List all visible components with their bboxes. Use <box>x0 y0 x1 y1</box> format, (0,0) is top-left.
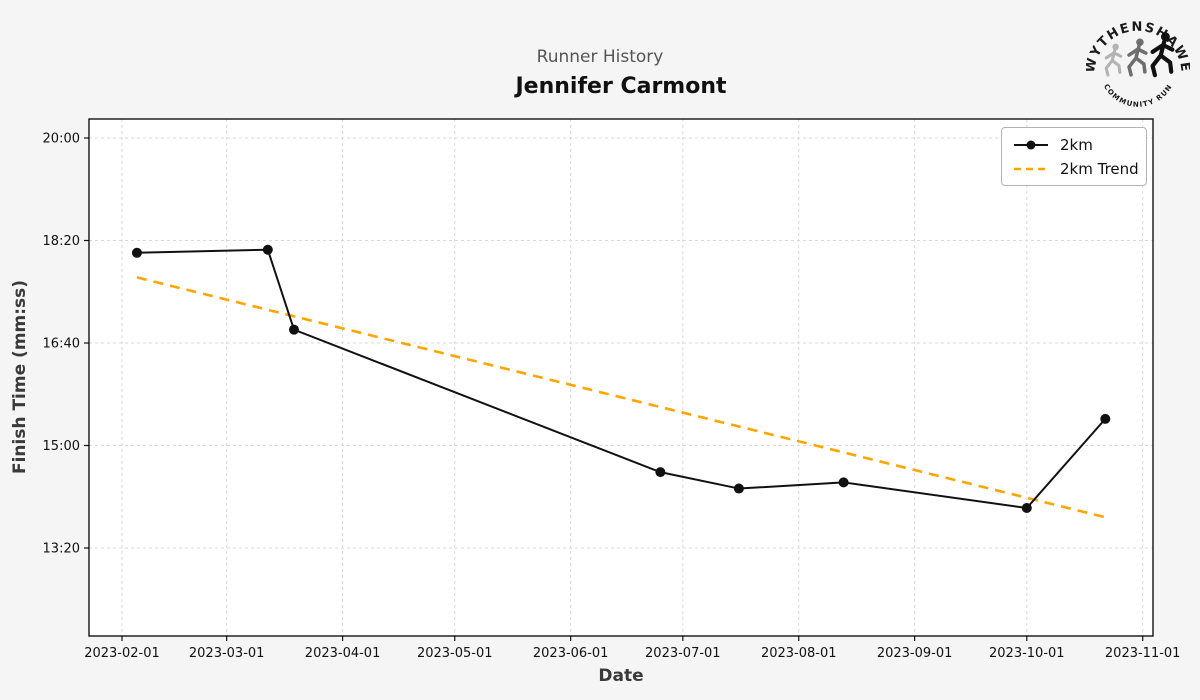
trend-line <box>136 276 1106 519</box>
data-point <box>262 244 273 255</box>
x-tick-label: 2023-04-01 <box>305 646 381 661</box>
legend-label-2km-trend: 2km Trend <box>1060 159 1139 178</box>
legend-trend-line-sample <box>1014 167 1048 170</box>
y-tick-label: 16:40 <box>43 337 80 352</box>
x-axis-label: Date <box>598 666 643 686</box>
chart-legend: 2km 2km Trend <box>1001 127 1147 186</box>
legend-2km-line-sample <box>1014 140 1048 149</box>
x-tick-label: 2023-09-01 <box>877 646 953 661</box>
legend-label-2km: 2km <box>1060 135 1093 154</box>
svg-text:COMMUNITY RUN: COMMUNITY RUN <box>1102 82 1174 109</box>
x-tick-label: 2023-08-01 <box>761 646 837 661</box>
runner-silhouette-mid <box>1127 38 1148 77</box>
data-point <box>838 477 849 488</box>
x-tick-label: 2023-11-01 <box>1105 646 1181 661</box>
data-point <box>131 247 142 258</box>
data-point <box>1021 503 1032 514</box>
x-tick-label: 2023-03-01 <box>189 646 265 661</box>
data-point <box>733 483 744 494</box>
runner-silhouette-light <box>1104 43 1123 77</box>
y-tick-label: 18:20 <box>43 234 80 249</box>
data-point <box>1100 413 1111 424</box>
data-point <box>655 467 666 478</box>
x-tick-label: 2023-07-01 <box>645 646 721 661</box>
y-axis-label: Finish Time (mm:ss) <box>10 280 30 474</box>
legend-item-2km-trend: 2km Trend <box>1012 160 1146 178</box>
chart-title: Jennifer Carmont <box>513 74 727 99</box>
data-point <box>288 324 299 335</box>
x-tick-label: 2023-05-01 <box>417 646 493 661</box>
legend-item-2km: 2km <box>1012 136 1146 154</box>
x-tick-label: 2023-02-01 <box>84 646 160 661</box>
y-tick-label: 20:00 <box>43 132 80 147</box>
plot-area: 2023-02-01 2023-03-01 2023-04-01 2023-05-01… <box>43 118 1181 661</box>
wythenshawe-community-run-logo: WYTHENSHAWE COMMUNITY RUN <box>1086 20 1190 109</box>
series-line <box>136 248 1107 510</box>
x-tick-label: 2023-06-01 <box>533 646 609 661</box>
y-tick-label: 15:00 <box>43 439 80 454</box>
x-tick-label: 2023-10-01 <box>989 646 1065 661</box>
y-tick-label: 13:20 <box>43 542 80 557</box>
logo-arc-bottom-text: COMMUNITY RUN <box>1102 82 1173 109</box>
runner-silhouette-dark <box>1150 32 1175 78</box>
chart-suptitle: Runner History <box>537 47 664 67</box>
